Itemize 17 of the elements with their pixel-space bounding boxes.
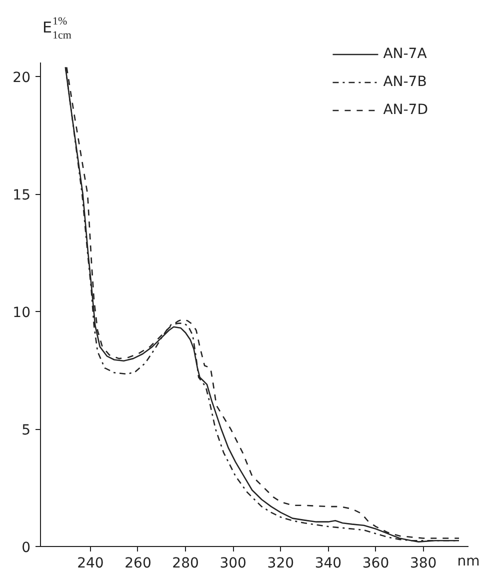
x-tick-label: 300	[220, 556, 246, 572]
x-tick-label: 360	[362, 556, 390, 572]
y-tick-label: 15	[12, 188, 31, 204]
x-tick-label: 280	[172, 556, 199, 572]
x-tick-label: 320	[267, 556, 294, 572]
y-tick-label: 0	[22, 540, 31, 556]
x-axis-title: nm	[457, 554, 480, 570]
y-tick-label: 20	[12, 70, 31, 86]
x-tick-label: 340	[314, 556, 342, 572]
x-tick-label: 260	[124, 556, 152, 572]
y-tick-label: 5	[22, 422, 31, 439]
legend-label: AN-7D	[383, 102, 428, 118]
legend-label: AN-7B	[383, 74, 427, 90]
x-tick-label: 240	[77, 556, 104, 572]
x-tick-label: 380	[410, 556, 437, 572]
y-tick-label: 10	[12, 305, 31, 322]
legend-label: AN-7A	[383, 46, 427, 62]
